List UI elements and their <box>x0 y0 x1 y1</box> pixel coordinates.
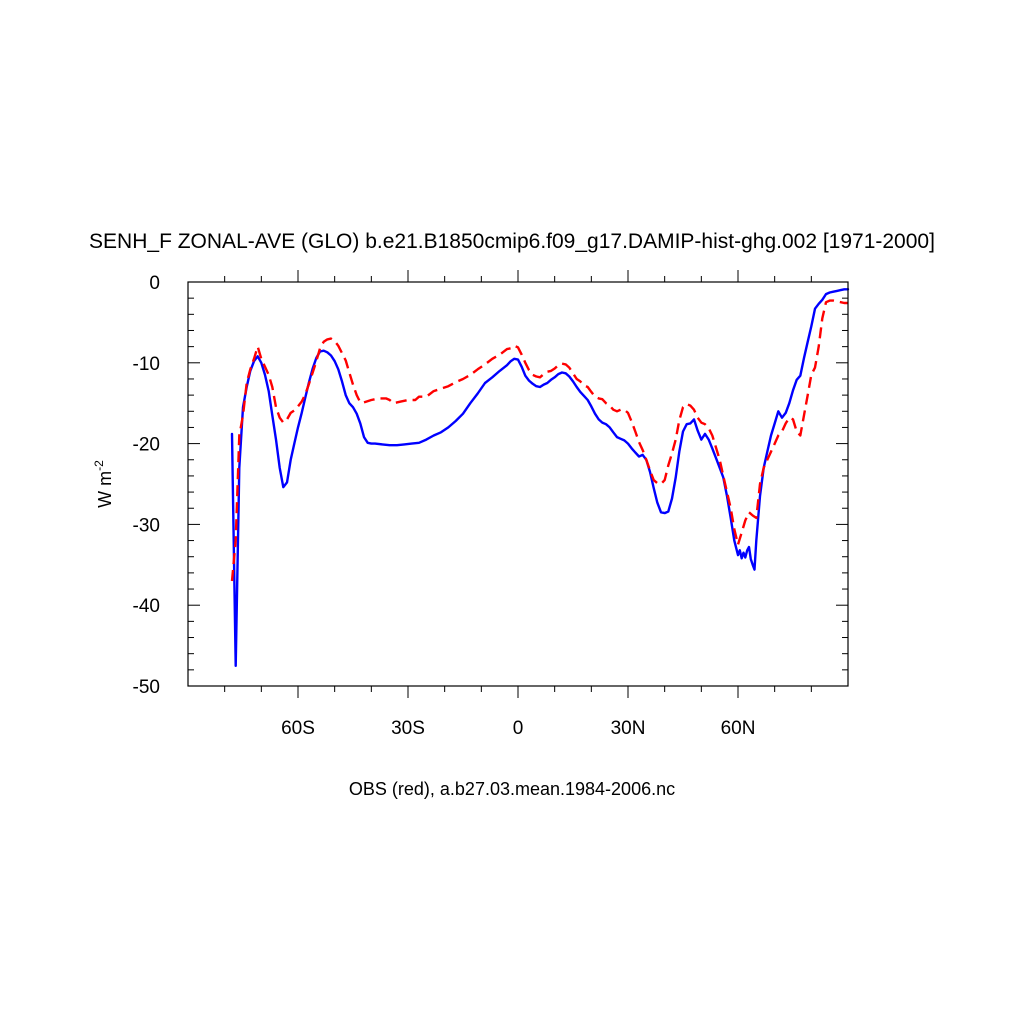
y-axis-label: W m-2 <box>92 460 115 508</box>
y-tick-label: 0 <box>149 273 160 294</box>
y-tick-label: -20 <box>133 435 160 456</box>
x-tick-label: 30S <box>391 718 425 739</box>
plot-area <box>230 288 850 667</box>
y-tick-label: -10 <box>133 354 160 375</box>
x-axis-label: OBS (red), a.b27.03.mean.1984-2006.nc <box>349 779 675 799</box>
y-tick-label: -50 <box>133 677 160 698</box>
x-tick-label: 0 <box>513 718 524 739</box>
y-axis-label-units: W m <box>95 471 115 508</box>
series-line-1 <box>230 288 850 667</box>
axes: 0 -10 -20 -30 -40 -50 60S 30S 0 30N 60N <box>133 270 848 739</box>
x-tick-label: 60N <box>721 718 756 739</box>
y-tick-label: -30 <box>133 515 160 536</box>
y-tick-label: -40 <box>133 596 160 617</box>
y-axis-label-exponent: -2 <box>92 460 106 471</box>
x-tick-label: 30N <box>611 718 646 739</box>
chart-title: SENH_F ZONAL-AVE (GLO) b.e21.B1850cmip6.… <box>89 230 935 253</box>
x-tick-label: 60S <box>281 718 315 739</box>
series-line-2 <box>230 299 848 582</box>
